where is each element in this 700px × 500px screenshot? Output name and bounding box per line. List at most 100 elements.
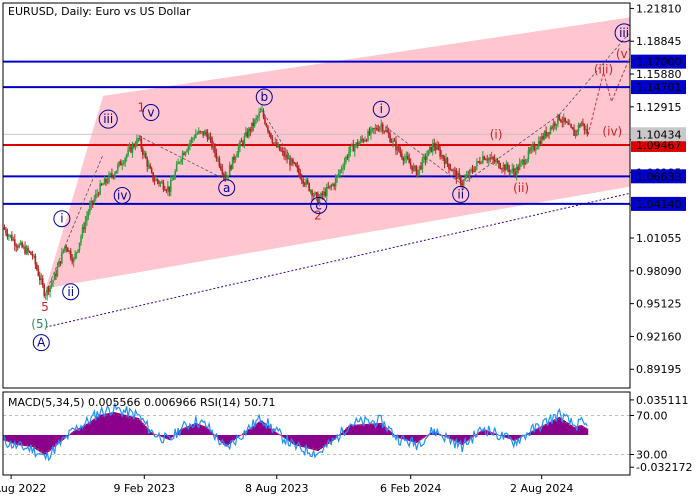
candle-body-105 (158, 181, 160, 184)
candle-body-147 (220, 166, 222, 170)
macd-bar-283 (418, 435, 421, 441)
candle-body-238 (353, 146, 356, 152)
candle-body-115 (172, 178, 175, 180)
macd-bar-311 (459, 435, 462, 445)
wave-label-circle-14 (452, 185, 470, 203)
macd-bar-145 (215, 435, 218, 437)
candle-body-121 (181, 153, 184, 160)
candle-body-387 (573, 129, 575, 136)
candle-body-374 (554, 122, 556, 126)
candle-body-354 (524, 162, 527, 165)
macd-bar-379 (559, 418, 562, 435)
candle-body-310 (459, 176, 462, 185)
candle-body-361 (535, 149, 537, 151)
candle-body-396 (586, 128, 589, 135)
candle-body-76 (115, 170, 118, 174)
candle-body-51 (78, 242, 81, 250)
candle-body-184 (274, 142, 277, 144)
macd-bar-62 (93, 418, 96, 435)
macd-bar-386 (570, 425, 573, 435)
candle-body-237 (352, 144, 355, 152)
macd-bar-5 (9, 435, 12, 443)
candle-body-178 (265, 123, 268, 127)
candle-body-304 (451, 169, 453, 172)
price-tick-3: 1.12915 (636, 101, 682, 114)
candle-body-92 (139, 138, 141, 140)
macd-bar-330 (487, 431, 490, 435)
candle-body-197 (293, 162, 296, 164)
candle-body-49 (75, 252, 78, 254)
candle-body-46 (71, 258, 73, 263)
candle-body-393 (582, 122, 584, 124)
candle-body-288 (427, 149, 430, 157)
wave-label-20: iii (619, 26, 629, 40)
macd-bar-80 (119, 413, 122, 435)
candle-body-42 (65, 246, 68, 249)
candle-body-52 (80, 236, 82, 243)
macd-bar-249 (368, 423, 371, 435)
candle-body-128 (192, 138, 194, 140)
macd-bar-325 (480, 430, 483, 435)
macd-bar-25 (38, 435, 41, 452)
candle-body-392 (580, 122, 583, 127)
candle-body-23 (37, 269, 40, 276)
candle-body-14 (24, 246, 26, 254)
macd-bar-243 (359, 424, 362, 435)
candle-body-214 (318, 197, 321, 204)
macd-bar-241 (356, 424, 359, 435)
candle-body-262 (389, 134, 391, 143)
candle-body-82 (124, 158, 126, 163)
macd-bar-256 (378, 423, 381, 435)
candle-body-320 (474, 166, 477, 172)
macd-bar-258 (381, 424, 384, 435)
macd-bar-287 (424, 435, 427, 437)
candle-body-287 (426, 156, 428, 161)
macd-bar-182 (269, 427, 272, 435)
candle-body-198 (295, 163, 297, 167)
macd-bar-53 (80, 427, 82, 435)
candle-body-55 (84, 220, 87, 230)
candle-body-134 (200, 131, 203, 133)
candle-body-156 (233, 156, 235, 160)
candle-body-258 (383, 131, 386, 133)
macd-bar-73 (109, 412, 112, 435)
candle-body-109 (164, 189, 166, 191)
candle-body-335 (496, 160, 499, 162)
macd-bar-259 (383, 425, 386, 435)
macd-bar-124 (184, 427, 187, 435)
candle-body-193 (287, 158, 290, 160)
candle-body-86 (130, 146, 132, 153)
macd-bar-214 (317, 435, 319, 451)
candle-body-276 (409, 163, 412, 166)
candle-layer (3, 105, 589, 301)
candle-body-292 (433, 143, 436, 147)
macd-bar-90 (134, 417, 137, 435)
macd-bar-326 (481, 429, 484, 435)
candle-body-88 (133, 144, 135, 147)
macd-bar-83 (124, 414, 127, 435)
macd-bar-109 (162, 435, 165, 438)
candle-body-375 (555, 124, 558, 126)
macd-bar-169 (250, 427, 253, 435)
macd-bar-220 (325, 435, 328, 445)
candle-body-385 (570, 124, 572, 128)
macd-bar-219 (324, 435, 327, 446)
macd-bar-61 (91, 419, 94, 435)
macd-bar-373 (551, 420, 553, 435)
candle-body-186 (277, 145, 280, 148)
candle-body-213 (317, 193, 319, 204)
candle-body-153 (228, 165, 231, 176)
macd-bar-370 (546, 423, 549, 435)
candle-body-104 (156, 179, 159, 182)
macd-bar-187 (277, 433, 280, 435)
candle-body-103 (155, 179, 157, 181)
candle-body-257 (381, 124, 384, 132)
macd-bar-30 (46, 435, 49, 454)
wave-label-17: (iii) (594, 62, 613, 76)
macd-bar-81 (121, 414, 124, 435)
macd-bar-172 (255, 423, 258, 435)
candle-body-367 (543, 131, 546, 139)
macd-bar-21 (33, 435, 35, 448)
macd-bar-346 (511, 435, 514, 441)
candle-body-245 (364, 139, 366, 142)
